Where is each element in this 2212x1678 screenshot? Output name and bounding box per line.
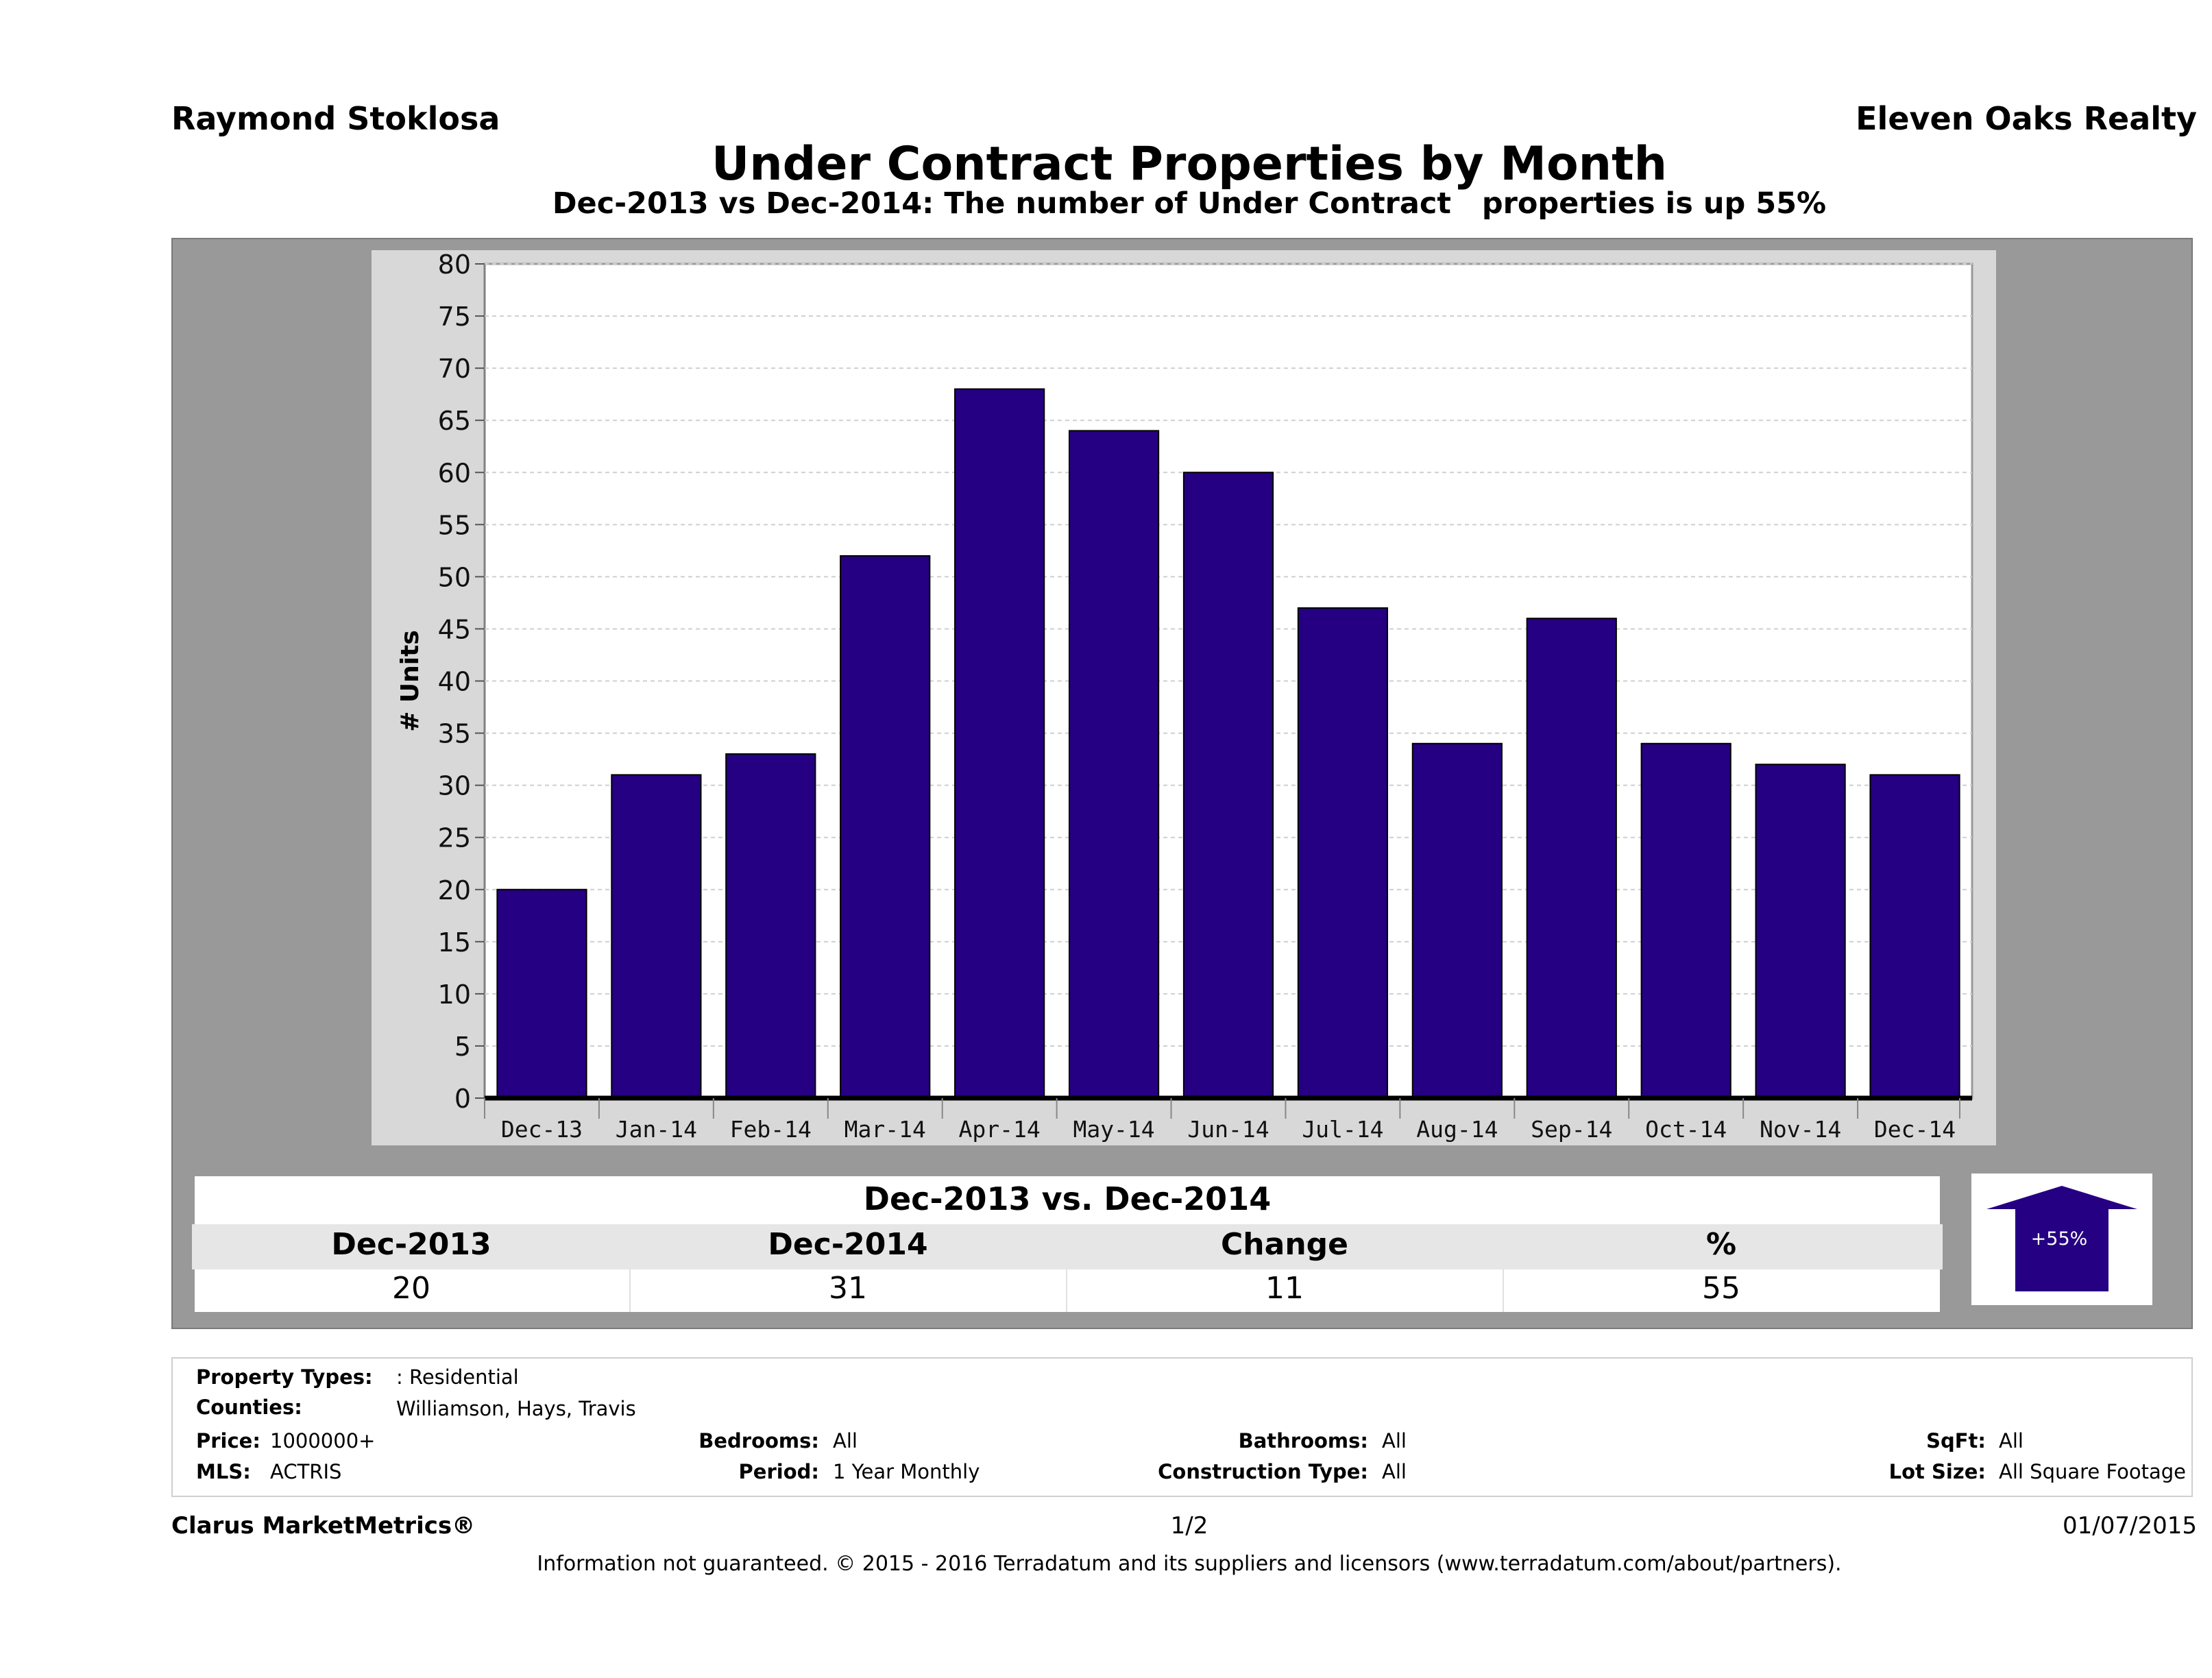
x-tick-label: Jan-14 (616, 1116, 697, 1143)
disclaimer: Information not guaranteed. © 2015 - 201… (537, 1552, 1842, 1576)
chart-title: Under Contract Properties by Month (712, 137, 1667, 191)
bar-chart: 0 5 10 15 20 25 30 35 40 45 50 55 60 65 70 75 80 Dec-13 Ja… (396, 250, 1973, 1143)
comparison-header-end: Dec-2014 (768, 1227, 928, 1262)
comparison-value-start: 20 (392, 1271, 430, 1306)
y-tick-label: 5 (454, 1032, 471, 1062)
trend-badge-text: +55% (2031, 1228, 2088, 1250)
bar (1297, 607, 1389, 1099)
y-tick-label: 70 (438, 354, 471, 384)
bar (1182, 472, 1274, 1099)
x-tick-label: Jul-14 (1302, 1116, 1383, 1143)
y-tick-label: 35 (438, 719, 471, 749)
y-axis-label: # Units (396, 630, 424, 732)
report-date: 01/07/2015 (2063, 1512, 2197, 1540)
x-tick-label: Mar-14 (844, 1116, 926, 1143)
x-tick-label: Apr-14 (959, 1116, 1041, 1143)
bar (1411, 742, 1503, 1099)
y-tick-label: 40 (438, 667, 471, 697)
x-tick-label: Sep-14 (1531, 1116, 1612, 1143)
period-value: 1 Year Monthly (833, 1460, 980, 1483)
up-arrow-icon: +55% (1986, 1186, 2137, 1291)
sqft-value: All (1999, 1429, 2023, 1452)
construction-type-label: Construction Type: (1158, 1460, 1368, 1483)
divider (629, 1269, 631, 1312)
y-tick-label: 60 (438, 458, 471, 488)
bar (496, 888, 587, 1099)
comparison-value-row (195, 1269, 1940, 1312)
bar (1869, 774, 1960, 1099)
bar (954, 388, 1045, 1099)
counties-value: Williamson, Hays, Travis (396, 1397, 636, 1420)
divider (1503, 1269, 1504, 1312)
lot-size-label: Lot Size: (1888, 1460, 1986, 1483)
comparison-title-row (195, 1176, 1940, 1224)
bar (840, 555, 931, 1099)
y-tick-label: 0 (454, 1084, 471, 1114)
bar (1755, 764, 1846, 1099)
bathrooms-value: All (1382, 1429, 1407, 1452)
agent-name: Raymond Stoklosa (171, 100, 500, 137)
price-label: Price: (196, 1429, 260, 1452)
brand-name: Clarus MarketMetrics® (171, 1512, 476, 1540)
y-tick-label: 65 (438, 406, 471, 436)
comparison-header-percent: % (1705, 1227, 1737, 1262)
y-tick-label: 30 (438, 771, 471, 801)
bar (725, 753, 816, 1099)
y-tick-label: 25 (438, 823, 471, 853)
price-value: 1000000+ (270, 1429, 376, 1452)
filter-summary (171, 1357, 2193, 1497)
mls-value: ACTRIS (270, 1460, 342, 1483)
comparison-value-end: 31 (829, 1271, 867, 1306)
bar (1526, 618, 1617, 1099)
divider (1066, 1269, 1067, 1312)
company-name: Eleven Oaks Realty (1856, 100, 2197, 137)
chart-subtitle: Dec-2013 vs Dec-2014: The number of Unde… (552, 186, 1827, 221)
bedrooms-label: Bedrooms: (698, 1429, 819, 1452)
x-tick-label: Oct-14 (1645, 1116, 1727, 1143)
page-number: 1/2 (1170, 1512, 1208, 1540)
y-tick-label: 55 (438, 510, 471, 540)
y-tick-label: 45 (438, 614, 471, 644)
lot-size-value: All Square Footage (1999, 1460, 2187, 1483)
y-tick-label: 20 (438, 875, 471, 905)
x-tick-label: Feb-14 (730, 1116, 812, 1143)
comparison-header-change: Change (1221, 1227, 1348, 1262)
property-types-label: Property Types: (196, 1365, 373, 1389)
comparison-title: Dec-2013 vs. Dec-2014 (863, 1180, 1272, 1217)
comparison-value-change: 11 (1265, 1271, 1304, 1306)
sqft-label: SqFt: (1926, 1429, 1986, 1452)
bathrooms-label: Bathrooms: (1238, 1429, 1368, 1452)
bar (1640, 742, 1731, 1099)
construction-type-value: All (1382, 1460, 1407, 1483)
y-tick-label: 75 (438, 302, 471, 332)
bar (611, 774, 702, 1099)
y-tick-label: 15 (438, 927, 471, 958)
y-tick-label: 50 (438, 562, 471, 592)
up-arrow-shape (1986, 1186, 2137, 1291)
y-tick-label: 10 (438, 980, 471, 1010)
counties-label: Counties: (196, 1396, 302, 1419)
bar (1068, 430, 1160, 1099)
x-tick-label: Jun-14 (1187, 1116, 1269, 1143)
bedrooms-value: All (833, 1429, 858, 1452)
x-tick-label: Nov-14 (1760, 1116, 1841, 1143)
comparison-header-row (192, 1224, 1943, 1269)
comparison-header-start: Dec-2013 (331, 1227, 491, 1262)
x-tick-label: Dec-14 (1874, 1116, 1956, 1143)
comparison-value-percent: 55 (1702, 1271, 1740, 1306)
y-tick-label: 80 (438, 250, 471, 280)
x-tick-label: Dec-13 (501, 1116, 583, 1143)
property-types-value: : Residential (396, 1365, 519, 1389)
x-tick-label: Aug-14 (1416, 1116, 1498, 1143)
mls-label: MLS: (196, 1460, 251, 1483)
period-label: Period: (738, 1460, 819, 1483)
x-tick-label: May-14 (1073, 1116, 1154, 1143)
